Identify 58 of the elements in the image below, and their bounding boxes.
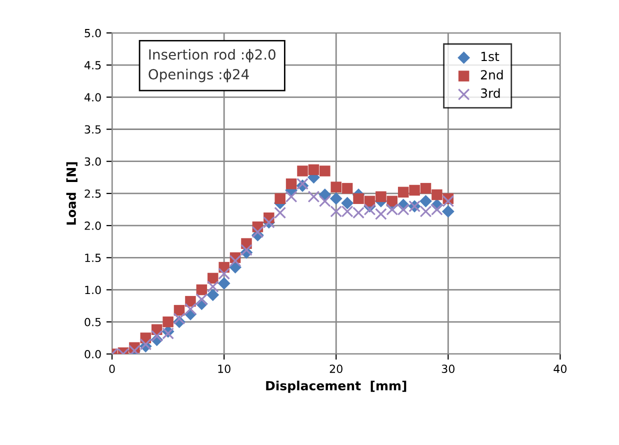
point — [162, 316, 174, 328]
legend-label: 1st — [481, 52, 500, 62]
x-tick-label: 10 — [218, 364, 230, 374]
point — [173, 312, 186, 325]
x-tick-label: 20 — [330, 364, 342, 374]
y-tick-label: 2.0 — [84, 222, 101, 230]
y-axis-title: Load [N] — [66, 162, 78, 225]
x-tick-label: 0 — [109, 364, 115, 374]
y-tick-label: 0.0 — [84, 350, 101, 358]
y-tick-label: 4.0 — [84, 93, 101, 102]
point — [318, 195, 331, 208]
point — [206, 288, 220, 302]
point — [420, 182, 432, 194]
point — [196, 293, 208, 306]
point — [286, 178, 297, 190]
point — [285, 190, 298, 203]
point — [184, 303, 196, 316]
point — [330, 182, 342, 192]
point — [420, 194, 432, 208]
point — [207, 272, 218, 284]
point — [274, 206, 286, 219]
point — [206, 280, 219, 293]
y-tick-label: 1.5 — [85, 254, 101, 262]
point — [274, 193, 286, 204]
point — [308, 190, 320, 203]
point — [330, 192, 342, 205]
point — [442, 205, 454, 218]
point — [218, 268, 230, 280]
annotation: Insertion rod :ϕ2.0 Openings :ϕ24 — [148, 48, 276, 82]
point — [432, 189, 442, 200]
y-tick-label: 3.0 — [84, 157, 101, 166]
y-tick-label: 2.5 — [84, 189, 101, 198]
legend-label: 3rd — [481, 88, 500, 98]
x-tick-label: 30 — [442, 364, 454, 374]
point — [376, 191, 386, 202]
y-tick-label: 3.5 — [84, 125, 101, 134]
point — [442, 195, 454, 208]
x-tick-label: 40 — [554, 364, 567, 374]
point — [342, 182, 353, 194]
point — [320, 166, 330, 176]
y-tick-label: 5.0 — [84, 28, 101, 38]
y-tick-label: 0.5 — [84, 318, 101, 326]
legend-label: 2nd — [480, 70, 503, 80]
point — [297, 166, 308, 176]
point — [398, 186, 409, 198]
point — [218, 277, 230, 290]
point — [341, 196, 354, 210]
point — [308, 164, 320, 176]
point — [196, 284, 208, 296]
point — [240, 244, 252, 256]
point — [374, 208, 387, 220]
y-tick-label: 1.0 — [85, 286, 101, 294]
y-tick-label: 4.5 — [84, 61, 101, 70]
point — [353, 193, 364, 204]
point — [229, 254, 242, 267]
x-axis-title: Displacement [mm] — [266, 380, 406, 393]
point — [409, 184, 420, 196]
point — [252, 226, 264, 238]
